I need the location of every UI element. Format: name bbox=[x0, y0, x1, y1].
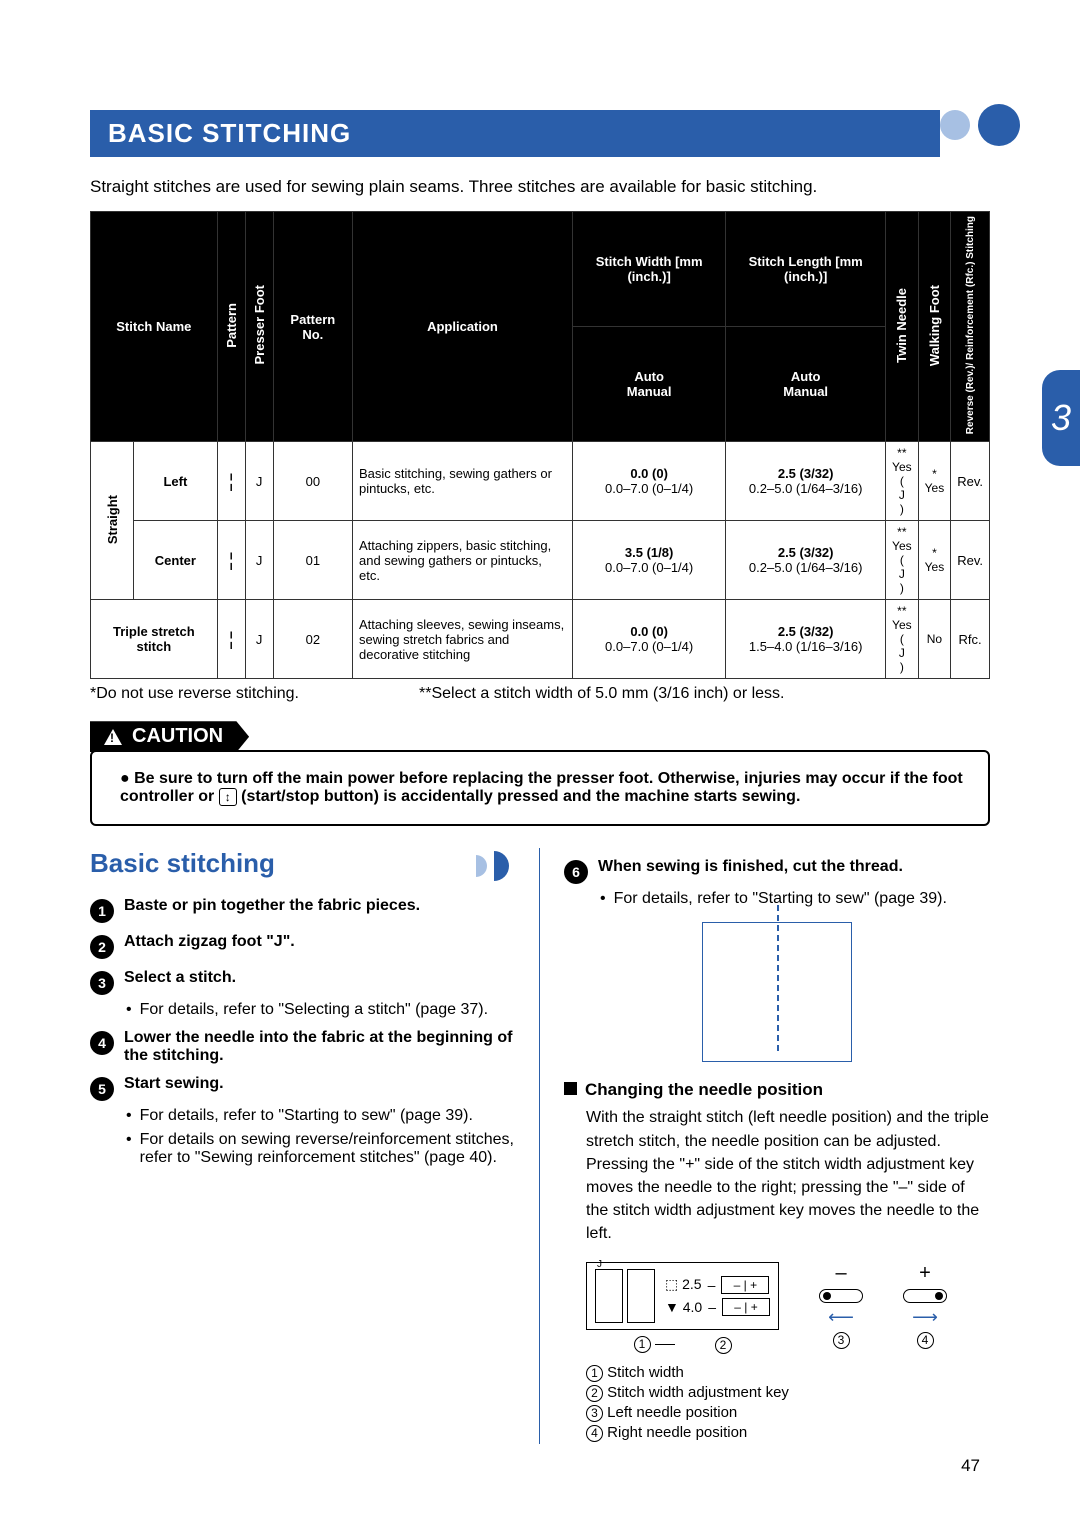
step-number-6: 6 bbox=[564, 860, 588, 884]
th-pattern: Pattern bbox=[224, 303, 239, 348]
step-number-4: 4 bbox=[90, 1031, 114, 1055]
thread-figure bbox=[702, 922, 852, 1062]
lcd-value-width: ⬚ 2.5 bbox=[665, 1276, 702, 1293]
thread-line-icon bbox=[777, 905, 779, 1051]
section-title-text: BASIC STITCHING bbox=[108, 118, 351, 148]
caution-bullet: ● bbox=[120, 770, 130, 787]
th-walking-foot: Walking Foot bbox=[927, 285, 942, 366]
step-text-4: Lower the needle into the fabric at the … bbox=[124, 1029, 512, 1064]
step-text-6: When sewing is finished, cut the thread. bbox=[598, 858, 903, 875]
th-width: Stitch Width [mm (inch.)] bbox=[572, 212, 725, 327]
footnote-2: **Select a stitch width of 5.0 mm (3/16 … bbox=[419, 685, 784, 703]
th-pattern-no: Pattern No. bbox=[273, 212, 352, 442]
caution-label: CAUTION bbox=[90, 721, 249, 752]
step-6-detail: •For details, refer to "Starting to sew"… bbox=[600, 890, 990, 908]
caution-text-2: (start/stop button) is accidentally pres… bbox=[241, 788, 800, 805]
th-rev-rfc: Reverse (Rev.)/ Reinforcement (Rfc.) Sti… bbox=[965, 216, 976, 434]
step-6: 6 When sewing is finished, cut the threa… bbox=[564, 858, 990, 884]
table-row: Center ¦ J 01 Attaching zippers, basic s… bbox=[91, 521, 990, 600]
legend-item: 4 Right needle position bbox=[586, 1424, 990, 1442]
plus-label: + bbox=[919, 1262, 931, 1285]
th-width-sub: AutoManual bbox=[572, 327, 725, 442]
minus-label: – bbox=[835, 1262, 846, 1285]
stitches-table: Stitch Name Pattern Presser Foot Pattern… bbox=[90, 211, 990, 679]
th-application: Application bbox=[352, 212, 572, 442]
step-number-1: 1 bbox=[90, 899, 114, 923]
th-presser-foot: Presser Foot bbox=[252, 285, 267, 364]
caution-label-text: CAUTION bbox=[132, 725, 223, 748]
step-3-detail: •For details, refer to "Selecting a stit… bbox=[126, 1001, 515, 1019]
square-bullet-icon bbox=[564, 1082, 577, 1095]
legend-item: 3 Left needle position bbox=[586, 1404, 990, 1422]
step-number-3: 3 bbox=[90, 971, 114, 995]
arrow-right-icon: ⟶ bbox=[912, 1307, 938, 1328]
lcd-box: J ⬚ 2.5 – – | + ▼ 4.0 – – | + bbox=[586, 1262, 779, 1330]
needle-position-heading: Changing the needle position bbox=[564, 1080, 990, 1100]
caution-triangle-icon bbox=[104, 729, 122, 745]
length-adjust-button: – | + bbox=[722, 1298, 770, 1316]
footnotes: *Do not use reverse stitching. **Select … bbox=[90, 685, 990, 703]
lcd-value-length: ▼ 4.0 bbox=[665, 1299, 702, 1315]
legend-item: 1 Stitch width bbox=[586, 1364, 990, 1382]
callout-1: 1 bbox=[634, 1336, 651, 1353]
section-title: BASIC STITCHING bbox=[90, 110, 940, 157]
step-text-5: Start sewing. bbox=[124, 1075, 224, 1092]
step-text-1: Baste or pin together the fabric pieces. bbox=[124, 897, 420, 914]
width-adjust-button: – | + bbox=[721, 1276, 769, 1294]
right-column: 6 When sewing is finished, cut the threa… bbox=[540, 848, 990, 1443]
page-number: 47 bbox=[961, 1456, 980, 1476]
step-2: 2 Attach zigzag foot "J". bbox=[90, 933, 515, 959]
chapter-tab: 3 bbox=[1042, 370, 1080, 466]
callout-4: 4 bbox=[917, 1332, 934, 1349]
step-5-detail-a: •For details, refer to "Starting to sew"… bbox=[126, 1107, 515, 1125]
needle-position-paragraph: With the straight stitch (left needle po… bbox=[586, 1106, 990, 1245]
callout-2: 2 bbox=[715, 1337, 732, 1354]
decorative-half-dots bbox=[476, 848, 509, 880]
table-row: StraightLeft ¦ J 00 Basic stitching, sew… bbox=[91, 442, 990, 521]
basic-stitching-heading: Basic stitching bbox=[90, 848, 515, 879]
callout-3: 3 bbox=[833, 1332, 850, 1349]
step-5-detail-b: •For details on sewing reverse/reinforce… bbox=[126, 1131, 515, 1167]
figure-legend: 1 Stitch width 2 Stitch width adjustment … bbox=[586, 1364, 990, 1442]
th-stitch-name: Stitch Name bbox=[91, 212, 218, 442]
intro-text: Straight stitches are used for sewing pl… bbox=[90, 177, 990, 197]
left-column: Basic stitching 1 Baste or pin together … bbox=[90, 848, 540, 1443]
table-row: Triple stretch stitch ¦ J 02 Attaching s… bbox=[91, 600, 990, 679]
step-number-2: 2 bbox=[90, 935, 114, 959]
step-text-2: Attach zigzag foot "J". bbox=[124, 933, 295, 950]
caution-box: ● Be sure to turn off the main power bef… bbox=[90, 750, 990, 826]
th-length-sub: AutoManual bbox=[726, 327, 886, 442]
start-stop-button-icon: ↕ bbox=[219, 788, 237, 806]
step-5: 5 Start sewing. bbox=[90, 1075, 515, 1101]
step-1: 1 Baste or pin together the fabric piece… bbox=[90, 897, 515, 923]
step-text-3: Select a stitch. bbox=[124, 969, 236, 986]
step-3: 3 Select a stitch. bbox=[90, 969, 515, 995]
display-figure: J ⬚ 2.5 – – | + ▼ 4.0 – – | + 1 2 – bbox=[586, 1262, 990, 1354]
step-number-5: 5 bbox=[90, 1077, 114, 1101]
th-twin-needle: Twin Needle bbox=[894, 288, 909, 363]
th-length: Stitch Length [mm (inch.)] bbox=[726, 212, 886, 327]
footnote-1: *Do not use reverse stitching. bbox=[90, 685, 299, 703]
decorative-dots bbox=[940, 104, 1020, 146]
step-4: 4 Lower the needle into the fabric at th… bbox=[90, 1029, 515, 1065]
legend-item: 2 Stitch width adjustment key bbox=[586, 1384, 990, 1402]
arrow-left-icon: ⟵ bbox=[828, 1307, 854, 1328]
